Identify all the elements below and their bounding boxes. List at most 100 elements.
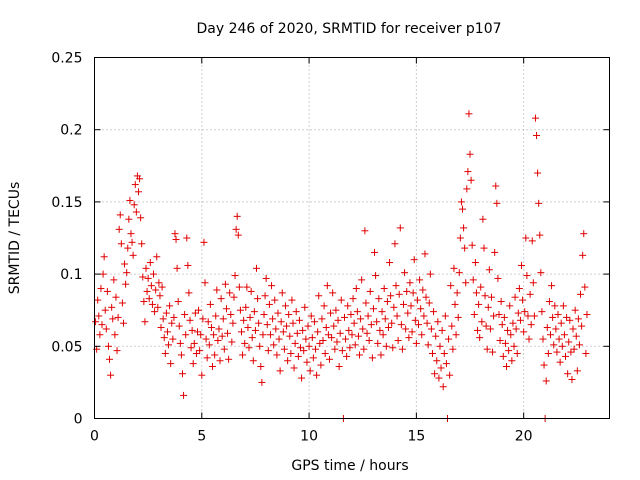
data-point [422,293,430,301]
data-point [129,251,137,259]
data-point [569,325,577,333]
data-point [201,279,209,287]
data-point [418,331,426,339]
data-point [353,308,361,316]
data-point [394,337,402,345]
data-point [197,331,205,339]
data-point [571,306,579,314]
data-point [181,311,189,319]
data-point [335,363,343,371]
data-point [124,244,132,252]
data-point [533,131,541,139]
data-point [169,335,177,343]
data-point [525,335,533,343]
data-point [109,315,117,323]
data-point [322,324,330,332]
data-point [440,350,448,358]
y-tick-label: 0.15 [51,195,82,211]
data-point [361,227,369,235]
data-point [451,300,459,308]
data-point [241,339,249,347]
data-point [346,344,354,352]
data-point [262,274,270,282]
data-point [349,295,357,303]
data-point [507,331,515,339]
data-point [191,309,199,317]
data-point [436,342,444,350]
data-point [299,326,307,334]
data-point [220,345,228,353]
data-point [271,296,279,304]
data-point [236,306,244,314]
data-point [391,240,399,248]
data-point [320,302,328,310]
data-point [374,339,382,347]
data-point [578,322,586,330]
data-point [163,328,171,336]
data-point [100,253,108,261]
data-point [460,224,468,232]
data-point [491,248,499,256]
y-tick-label: 0 [74,412,83,428]
data-point [234,231,242,239]
data-point [229,319,237,327]
data-point [554,311,562,319]
data-point [358,276,366,284]
data-point [382,342,390,350]
data-point [472,289,480,297]
data-point [372,272,380,280]
data-point [210,331,218,339]
data-point [552,325,560,333]
data-point [104,342,112,350]
data-point [396,224,404,232]
data-point [512,325,520,333]
data-point [289,319,297,327]
data-point [308,334,316,342]
data-point [572,332,580,340]
data-point [273,351,281,359]
data-point [111,331,119,339]
data-point [212,312,220,320]
data-point [564,370,572,378]
data-point [247,287,255,295]
data-point [95,312,103,320]
data-point [97,285,105,293]
data-point [476,334,484,342]
data-point [452,331,460,339]
data-point [113,347,121,355]
data-point [192,350,200,358]
data-point [345,326,353,334]
data-point [314,328,322,336]
data-point [420,312,428,320]
data-point [354,332,362,340]
data-point [206,300,214,308]
data-point [366,287,374,295]
data-point [240,316,248,324]
plot-frame [94,57,610,419]
data-point [142,264,150,272]
data-point [327,309,335,317]
data-point [310,318,318,326]
data-point [403,287,411,295]
data-point [226,289,234,297]
data-point [303,358,311,366]
data-point [448,322,456,330]
data-point [447,282,455,290]
data-point [464,168,472,176]
data-point [190,339,198,347]
data-point [227,311,235,319]
data-point [313,371,321,379]
data-point [479,215,487,223]
data-point [107,371,115,379]
data-point [116,211,124,219]
data-point [205,341,213,349]
data-point [574,315,582,323]
data-point [106,355,114,363]
data-point [428,350,436,358]
data-point [454,313,462,321]
data-point [477,283,485,291]
data-point [387,292,395,300]
data-point [199,315,207,323]
data-point [529,279,537,287]
data-point [390,303,398,311]
